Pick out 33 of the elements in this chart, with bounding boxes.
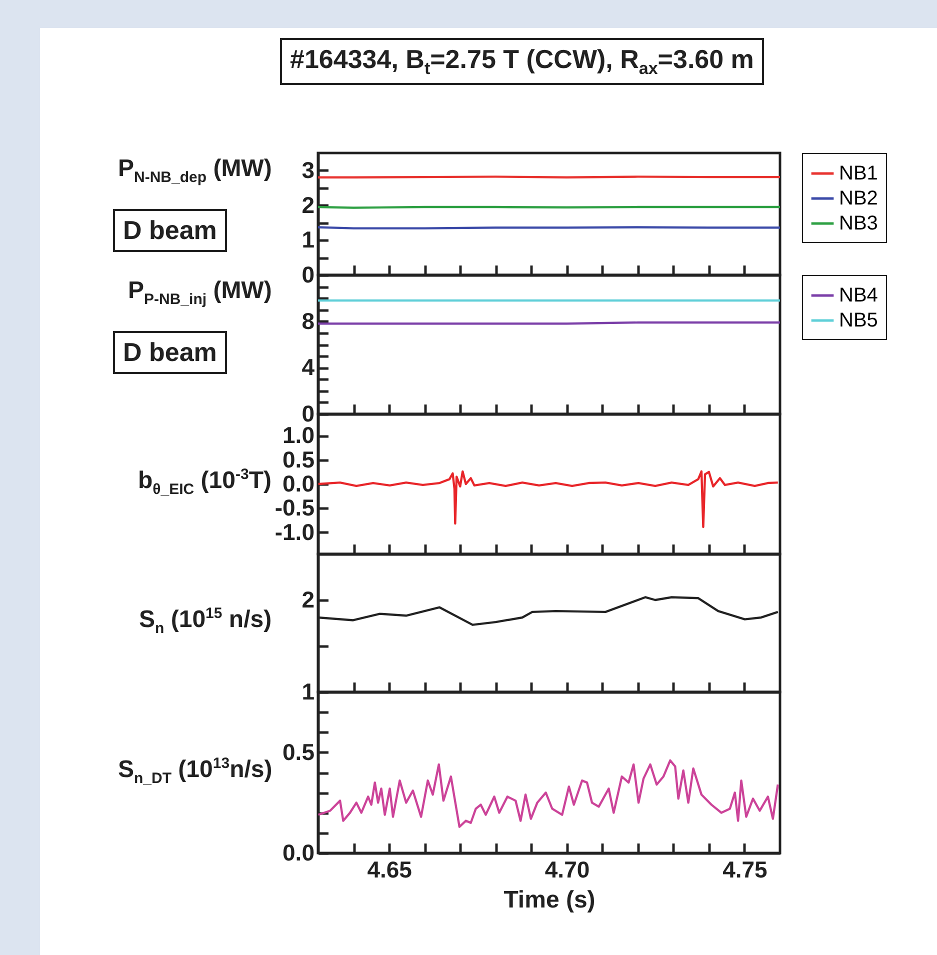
y-tick-label: 0.0 bbox=[282, 840, 314, 866]
x-tick-label: 4.70 bbox=[544, 856, 590, 882]
y-tick-label: 1 bbox=[302, 678, 315, 704]
x-tick-label: 4.75 bbox=[722, 856, 768, 882]
y-tick-label: 1 bbox=[302, 226, 315, 253]
chart-title: #164334, B$_{t}$=2.75 T (CCW), R$_{ax}$=3.60 m bbox=[280, 38, 764, 86]
y-axis-title: P$_{P-NB_inj}$ (MW) bbox=[128, 277, 272, 308]
y-tick-label: 0.5 bbox=[282, 446, 315, 472]
legend-label: NB2 bbox=[839, 188, 878, 210]
y-tick-label: 0.0 bbox=[282, 470, 314, 496]
y-tick-label: 8 bbox=[302, 308, 315, 334]
y-tick-label: 0 bbox=[302, 262, 314, 288]
y-tick-label: 2 bbox=[302, 586, 314, 612]
y-axis-title: P$_{N-NB_dep}$ (MW) bbox=[118, 155, 272, 186]
x-tick-label: 4.65 bbox=[367, 856, 412, 882]
line-series bbox=[318, 470, 779, 528]
legend-label: NB1 bbox=[839, 162, 878, 184]
y-tick-label: 3 bbox=[302, 156, 314, 183]
text: D beam bbox=[113, 331, 227, 374]
y-tick-label: 4 bbox=[302, 354, 315, 380]
line-series bbox=[318, 759, 779, 828]
y-axis-title: S$_{n}$ (10$^{15}$ n/s) bbox=[139, 605, 272, 637]
y-tick-label: -1.0 bbox=[274, 518, 314, 545]
y-axis-title: S$_{n_DT}$ (10$^{13}$n/s) bbox=[118, 754, 272, 786]
legend-label: NB4 bbox=[839, 284, 878, 306]
legend-label: NB5 bbox=[839, 310, 878, 332]
x-axis-title: Time (s) bbox=[504, 886, 596, 914]
y-axis-title: b$_{θ_EIC}$ (10$^{-3}$T) bbox=[138, 466, 272, 498]
y-tick-label: -0.5 bbox=[274, 494, 315, 521]
legend-label: NB3 bbox=[839, 212, 878, 234]
y-tick-label: 0.5 bbox=[282, 738, 315, 765]
text: D beam bbox=[113, 209, 227, 252]
y-tick-label: 2 bbox=[302, 192, 314, 218]
